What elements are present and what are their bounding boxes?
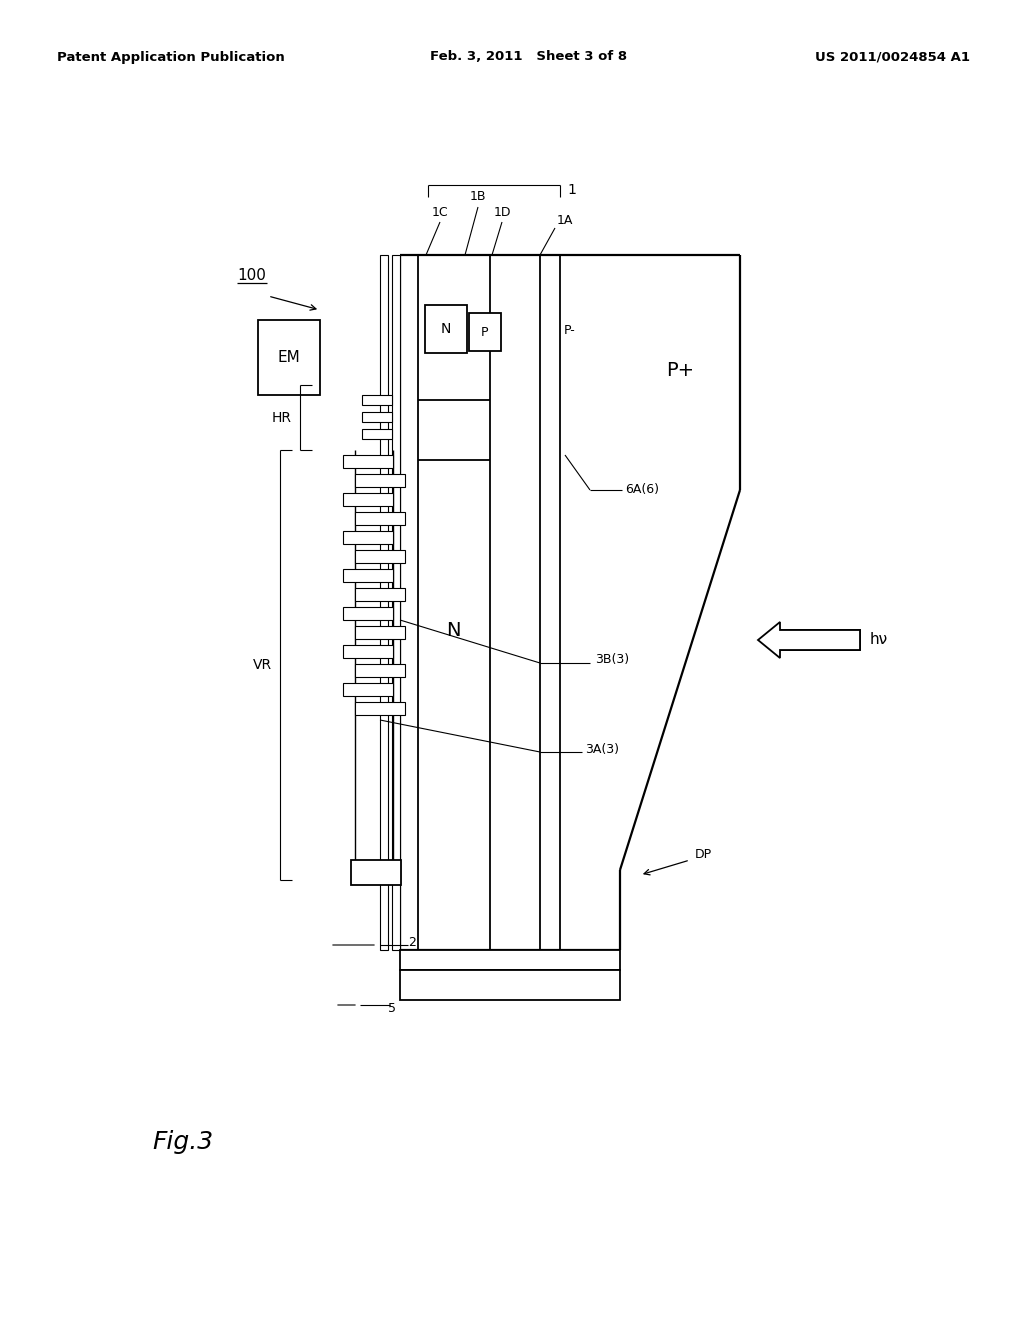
- Text: DP: DP: [695, 849, 712, 862]
- Text: HR: HR: [272, 411, 292, 425]
- Text: 1A: 1A: [557, 214, 573, 227]
- Text: N: N: [445, 620, 460, 639]
- Text: 100: 100: [237, 268, 266, 282]
- Text: 5: 5: [388, 1002, 396, 1015]
- Bar: [392, 255, 400, 950]
- Bar: [351, 861, 401, 884]
- Text: hν: hν: [870, 632, 888, 648]
- Polygon shape: [758, 622, 860, 657]
- Text: EM: EM: [278, 350, 300, 366]
- Bar: [400, 970, 620, 1001]
- Bar: [355, 587, 406, 601]
- Text: VR: VR: [253, 657, 271, 672]
- Text: Fig.3: Fig.3: [152, 1130, 213, 1154]
- Bar: [343, 607, 393, 620]
- Text: 2: 2: [408, 936, 416, 949]
- Bar: [343, 455, 393, 469]
- Bar: [355, 626, 406, 639]
- Bar: [355, 550, 406, 564]
- Bar: [362, 412, 392, 422]
- Text: P: P: [481, 326, 488, 338]
- Text: 6A(6): 6A(6): [625, 483, 659, 496]
- Bar: [343, 645, 393, 657]
- Bar: [343, 682, 393, 696]
- Text: 3A(3): 3A(3): [585, 743, 618, 756]
- Bar: [343, 569, 393, 582]
- Bar: [355, 474, 406, 487]
- Text: 1C: 1C: [432, 206, 449, 219]
- Bar: [780, 630, 860, 649]
- Bar: [355, 512, 406, 525]
- Bar: [343, 492, 393, 506]
- Text: P-: P-: [564, 323, 575, 337]
- Bar: [425, 305, 467, 352]
- Bar: [380, 255, 388, 950]
- Text: 1: 1: [567, 183, 577, 197]
- Text: Patent Application Publication: Patent Application Publication: [57, 50, 285, 63]
- Bar: [355, 702, 406, 715]
- Text: P+: P+: [666, 360, 694, 380]
- Bar: [258, 319, 319, 395]
- Bar: [400, 950, 620, 970]
- Bar: [355, 664, 406, 677]
- Bar: [469, 313, 501, 351]
- Text: Feb. 3, 2011   Sheet 3 of 8: Feb. 3, 2011 Sheet 3 of 8: [430, 50, 627, 63]
- Bar: [362, 429, 392, 440]
- Text: 3B(3): 3B(3): [595, 653, 629, 667]
- Text: N: N: [440, 322, 452, 337]
- Text: US 2011/0024854 A1: US 2011/0024854 A1: [815, 50, 970, 63]
- Bar: [362, 395, 392, 405]
- Text: 1D: 1D: [494, 206, 511, 219]
- Bar: [343, 531, 393, 544]
- Text: 1B: 1B: [470, 190, 486, 203]
